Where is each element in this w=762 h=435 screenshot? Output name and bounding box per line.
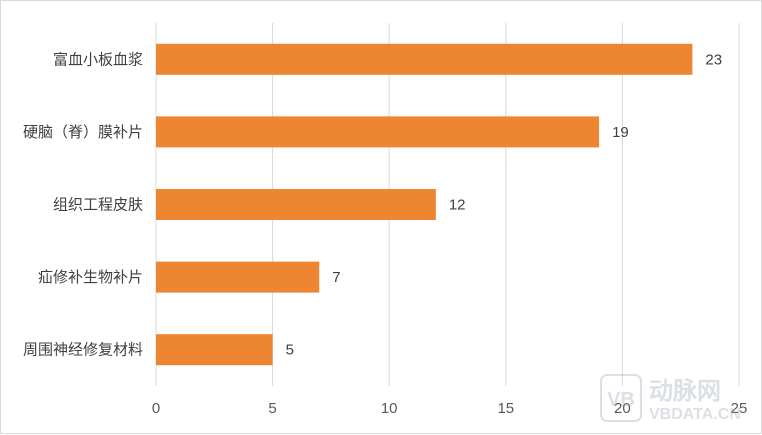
x-tick-label: 10 — [381, 400, 398, 417]
x-tick-label: 0 — [152, 400, 160, 417]
labels: 0 5 10 15 20 25 富血小板血浆 23 硬脑（脊）膜补片 19 组织工程皮肤 12 疝修补生… — [23, 50, 747, 417]
watermark-name: 动脉网 — [649, 378, 721, 405]
x-tick-label: 20 — [614, 400, 631, 417]
data-label: 5 — [286, 342, 294, 359]
x-tick-label: 15 — [497, 400, 514, 417]
category-label: 富血小板血浆 — [53, 50, 143, 68]
watermark-url: VBDATA.CN — [649, 406, 741, 423]
data-label: 23 — [705, 51, 722, 68]
bars — [156, 43, 693, 366]
x-tick-label: 5 — [268, 400, 276, 417]
bar — [156, 261, 320, 293]
data-label: 19 — [612, 124, 629, 141]
bar — [156, 116, 600, 148]
data-label: 7 — [332, 269, 340, 286]
data-label: 12 — [449, 197, 466, 214]
bar — [156, 334, 273, 366]
bar — [156, 189, 436, 220]
category-label: 硬脑（脊）膜补片 — [23, 124, 143, 141]
watermark-logo-letters: VB — [607, 389, 635, 411]
category-label: 组织工程皮肤 — [53, 197, 143, 214]
watermark-logo: VB 动脉网 VBDATA.CN — [600, 374, 741, 423]
x-tick-label: 25 — [731, 400, 748, 417]
category-label: 疝修补生物补片 — [38, 269, 143, 286]
bar — [156, 43, 693, 75]
category-label: 周围神经修复材料 — [23, 341, 143, 359]
